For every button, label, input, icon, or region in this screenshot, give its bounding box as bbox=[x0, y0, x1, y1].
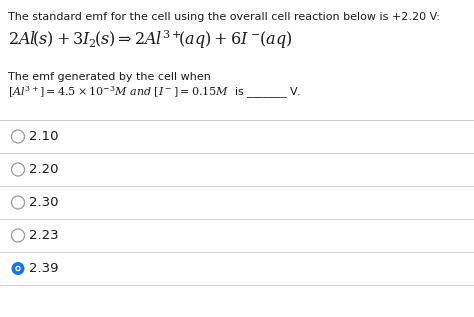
Text: 2.39: 2.39 bbox=[29, 262, 59, 275]
Circle shape bbox=[17, 267, 19, 270]
Circle shape bbox=[15, 266, 21, 271]
Text: The standard emf for the cell using the overall cell reaction below is +2.20 V:: The standard emf for the cell using the … bbox=[8, 12, 440, 22]
Text: 2.20: 2.20 bbox=[29, 163, 59, 176]
Circle shape bbox=[11, 130, 25, 143]
Circle shape bbox=[11, 229, 25, 242]
Text: 2.10: 2.10 bbox=[29, 130, 59, 143]
Text: $2Al\!\left(s\right)+3I_2\!\left(s\right)\Rightarrow 2Al^{3+}\!\!\left(aq\right): $2Al\!\left(s\right)+3I_2\!\left(s\right… bbox=[8, 28, 292, 51]
Text: 2.23: 2.23 bbox=[29, 229, 59, 242]
Circle shape bbox=[11, 262, 25, 275]
Circle shape bbox=[11, 163, 25, 176]
Circle shape bbox=[11, 196, 25, 209]
Text: 2.30: 2.30 bbox=[29, 196, 59, 209]
Text: $\left[Al^{3+}\right]= 4.5 \times 10^{-3}M\ \mathit{and}\ \left[I^-\right]= 0.15: $\left[Al^{3+}\right]= 4.5 \times 10^{-3… bbox=[8, 84, 301, 100]
Text: The emf generated by the cell when: The emf generated by the cell when bbox=[8, 72, 211, 82]
